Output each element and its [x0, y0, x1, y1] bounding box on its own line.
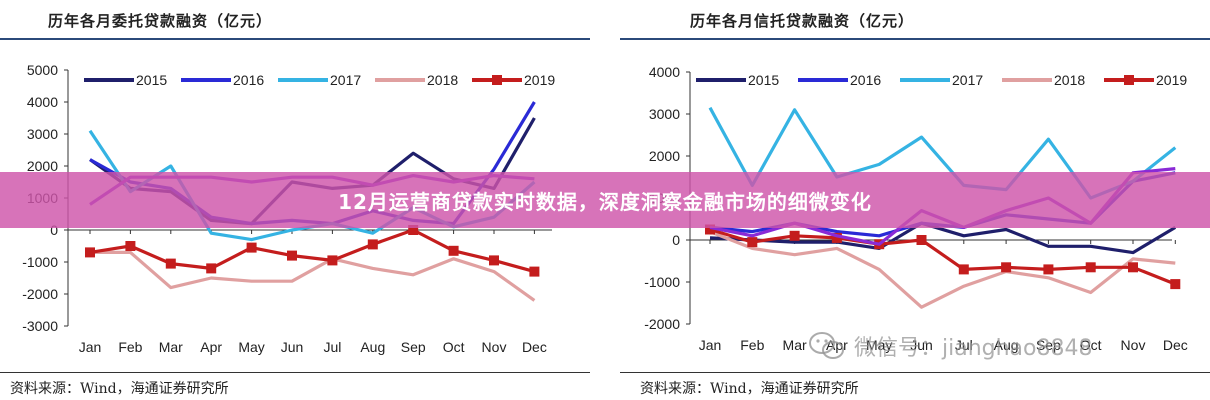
- x-tick-label: Jul: [323, 339, 341, 355]
- legend-label: 2017: [330, 72, 361, 88]
- x-tick-label: Aug: [360, 339, 385, 355]
- headline-banner: 12月运营商贷款实时数据，深度洞察金融市场的细微变化: [0, 172, 1210, 228]
- y-tick-label: -3000: [22, 318, 58, 334]
- series-point: [489, 255, 499, 266]
- series-point: [1043, 264, 1054, 275]
- y-tick-label: -2000: [644, 316, 680, 332]
- x-tick-label: Jul: [955, 337, 973, 353]
- x-tick-label: Oct: [1080, 337, 1102, 353]
- series-point: [287, 250, 297, 261]
- y-tick-label: -2000: [22, 286, 58, 302]
- series-point: [85, 247, 95, 258]
- x-tick-label: May: [866, 337, 892, 353]
- legend-label: 2019: [524, 72, 555, 88]
- y-tick-label: 4000: [27, 94, 58, 110]
- series-line: [89, 228, 535, 274]
- legend-label: 2018: [1054, 72, 1085, 88]
- x-tick-label: Nov: [482, 339, 507, 355]
- x-tick-label: Sep: [401, 339, 426, 355]
- series-line: [90, 250, 536, 302]
- series-point: [789, 230, 800, 241]
- x-tick-label: Jan: [699, 337, 722, 353]
- series-point: [1001, 262, 1012, 273]
- y-tick-label: 2000: [649, 148, 680, 164]
- legend-label: 2015: [748, 72, 779, 88]
- y-tick-label: 4000: [649, 64, 680, 80]
- legend-label: 2017: [952, 72, 983, 88]
- x-tick-label: Sep: [1036, 337, 1061, 353]
- x-tick-label: Dec: [1163, 337, 1188, 353]
- watermark-text: 微信号：jianghao8848: [854, 336, 1093, 361]
- series-point: [206, 263, 217, 274]
- x-tick-label: Aug: [994, 337, 1019, 353]
- x-tick-label: Jan: [79, 339, 102, 355]
- source-divider: [0, 372, 590, 373]
- source-divider: [620, 372, 1210, 373]
- series-point: [367, 239, 378, 250]
- x-tick-label: Dec: [522, 339, 547, 355]
- x-tick-label: May: [238, 339, 264, 355]
- y-tick-label: 0: [672, 232, 680, 248]
- series-point: [246, 242, 257, 253]
- x-tick-label: Apr: [200, 339, 222, 355]
- source-note: 资料来源：Wind，海通证券研究所: [10, 381, 229, 397]
- legend-marker: [492, 75, 502, 85]
- legend-label: 2016: [850, 72, 881, 88]
- series-point: [958, 264, 969, 275]
- headline-text: 12月运营商贷款实时数据，深度洞察金融市场的细微变化: [338, 189, 872, 214]
- x-tick-label: Nov: [1121, 337, 1146, 353]
- y-tick-label: 3000: [649, 106, 680, 122]
- y-tick-label: 3000: [27, 126, 58, 142]
- chart-title: 历年各月委托贷款融资（亿元）: [48, 12, 273, 30]
- series-point: [1170, 279, 1181, 290]
- x-tick-label: Feb: [118, 339, 142, 355]
- series-point: [448, 245, 459, 256]
- legend-label: 2015: [136, 72, 167, 88]
- series-line: [709, 230, 1176, 309]
- x-tick-label: Jun: [281, 339, 304, 355]
- x-tick-label: Feb: [740, 337, 764, 353]
- wechat-icon: [809, 332, 844, 359]
- x-tick-label: Oct: [443, 339, 465, 355]
- series-point: [327, 255, 338, 266]
- title-divider: [0, 38, 590, 40]
- legend-marker: [1124, 75, 1134, 85]
- series-line: [709, 227, 1176, 286]
- series-point: [165, 258, 176, 269]
- y-tick-label: -1000: [644, 274, 680, 290]
- watermark: 微信号：jianghao8848: [808, 328, 1093, 364]
- legend-label: 2016: [233, 72, 264, 88]
- series-point: [747, 237, 758, 248]
- series-point: [1128, 262, 1138, 273]
- series-point: [529, 266, 540, 277]
- y-tick-label: 0: [50, 222, 58, 238]
- x-tick-label: Jun: [910, 337, 933, 353]
- x-tick-label: Mar: [783, 337, 807, 353]
- series-point: [1085, 262, 1096, 273]
- series-point: [705, 224, 715, 235]
- series-point: [831, 232, 842, 243]
- title-divider: [620, 38, 1210, 40]
- legend-label: 2018: [427, 72, 458, 88]
- series-point: [916, 235, 927, 245]
- chart-title: 历年各月信托贷款融资（亿元）: [690, 12, 915, 30]
- y-tick-label: 5000: [27, 62, 58, 78]
- y-tick-label: 2000: [27, 158, 58, 174]
- source-note: 资料来源：Wind，海通证券研究所: [640, 381, 859, 397]
- legend-label: 2019: [1156, 72, 1187, 88]
- series-line: [709, 221, 1177, 255]
- y-tick-label: -1000: [22, 254, 58, 270]
- x-tick-label: Mar: [159, 339, 183, 355]
- series-point: [408, 225, 419, 235]
- series-point: [125, 241, 136, 251]
